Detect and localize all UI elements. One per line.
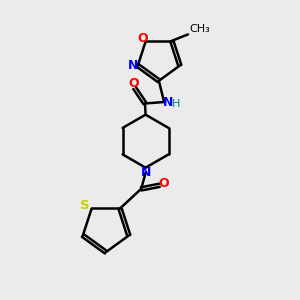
Text: N: N <box>128 59 139 72</box>
Text: O: O <box>128 77 139 90</box>
Text: N: N <box>163 95 173 109</box>
Text: S: S <box>80 199 90 212</box>
Text: CH₃: CH₃ <box>190 24 210 34</box>
Text: O: O <box>158 177 169 190</box>
Text: H: H <box>172 99 181 110</box>
Text: O: O <box>137 32 148 45</box>
Text: N: N <box>140 167 151 179</box>
